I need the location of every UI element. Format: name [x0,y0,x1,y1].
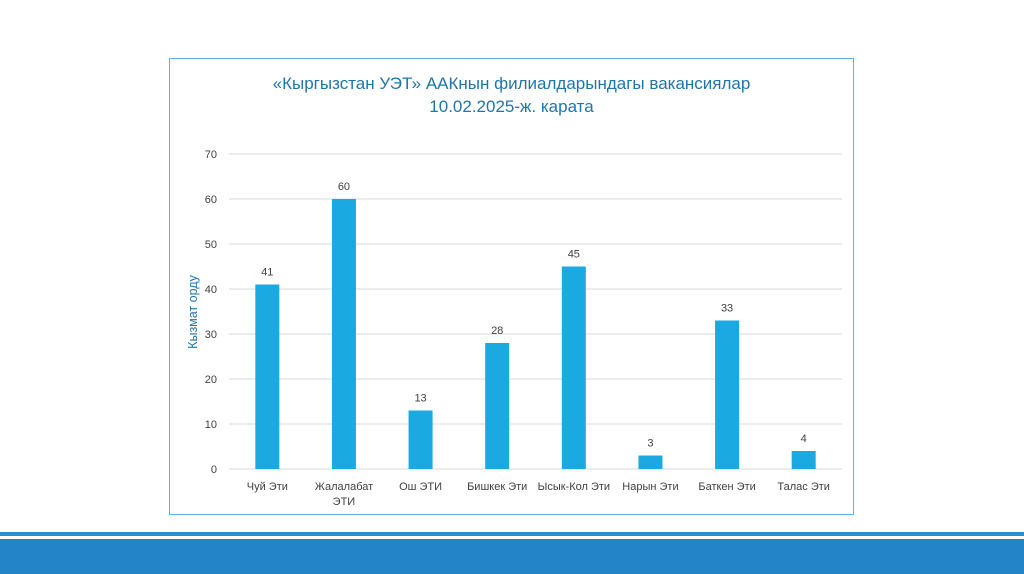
y-tick-label: 30 [205,329,217,341]
chart-frame [169,58,854,515]
bar [791,451,816,469]
data-label: 13 [414,393,426,405]
x-tick-label: Ош ЭТИ [399,481,442,493]
bar [561,266,586,469]
x-tick-label: Баткен Эти [698,481,755,493]
x-tick-label: Талас Эти [777,481,830,493]
gridlines [229,153,842,470]
y-tick-label: 20 [205,374,217,386]
y-tick-label: 60 [205,194,217,206]
bar [255,284,280,469]
x-tick-label: Жалалабат [315,481,373,493]
data-label: 28 [491,325,503,337]
x-tick-label: Бишкек Эти [467,481,527,493]
footer-stripe-thin [0,532,1024,536]
x-tick-label: ЭТИ [333,496,356,508]
bars [255,199,816,469]
chart-title-line-2: 10.02.2025-ж. карата [429,97,594,116]
x-tick-label: Нарын Эти [622,481,678,493]
y-axis-label: Кызмат орду [186,274,200,348]
bar [715,320,740,469]
y-tick-label: 40 [205,284,217,296]
data-label: 41 [261,267,273,279]
bar [408,410,433,469]
data-label: 3 [647,438,653,450]
y-tick-label: 70 [205,149,217,161]
footer-stripe-thick [0,539,1024,574]
x-tick-label: Чуй Эти [247,481,288,493]
x-tick-labels: Чуй Эти Жалалабат ЭТИ Ош ЭТИ Бишкек Эти Ысык-… [247,481,830,508]
data-label: 33 [721,303,733,315]
bar [485,343,510,469]
y-tick-label: 10 [205,419,217,431]
chart-title-line-1: «Кыргызстан УЭТ» ААКнын филиалдарындагы … [272,74,751,93]
data-label: 60 [338,181,350,193]
x-tick-label: Ысык-Кол Эти [538,481,610,493]
data-label: 4 [801,433,807,445]
y-tick-label: 50 [205,239,217,251]
data-label: 45 [568,249,580,261]
bar [638,455,663,469]
y-tick-label: 0 [211,464,217,476]
bar [331,199,356,469]
y-tick-labels: 0 10 20 30 40 50 60 70 [205,149,217,476]
chart-title: «Кыргызстан УЭТ» ААКнын филиалдарындагы … [169,72,854,118]
